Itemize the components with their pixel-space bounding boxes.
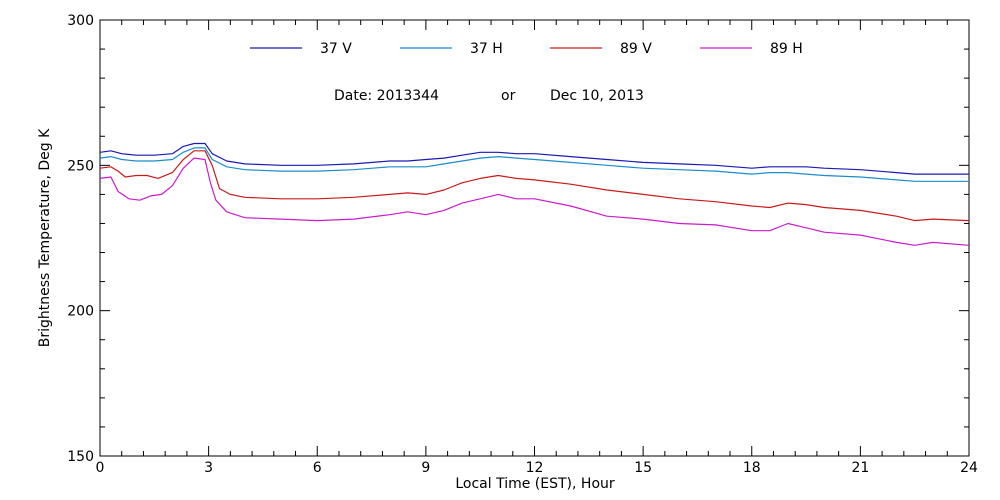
series-line-89h (99, 157, 970, 246)
x-tick-label: 21 (851, 460, 869, 476)
x-tick-label: 6 (313, 460, 322, 476)
x-axis-ticks: 0 3 6 9 12 15 18 21 24 (96, 20, 978, 476)
x-tick-label: 15 (634, 460, 652, 476)
y-tick-label: 200 (67, 304, 94, 320)
series-line-37h (99, 147, 969, 182)
date-label: Date: 2013344 (334, 88, 439, 104)
y-axis-ticks: 150 200 250 300 (67, 13, 969, 465)
x-tick-label: 18 (743, 460, 761, 476)
x-tick-label: 12 (526, 460, 544, 476)
series-line-89v (99, 150, 970, 222)
x-tick-label: 0 (96, 460, 105, 476)
legend-label-37v: 37 V (320, 41, 352, 57)
date-annotation: Date: 2013344 or Dec 10, 2013 (334, 88, 644, 104)
legend-label-37h: 37 H (470, 41, 503, 57)
legend-label-89v: 89 V (620, 41, 652, 57)
date-or-label: or (501, 88, 516, 104)
x-tick-label: 24 (960, 460, 978, 476)
y-tick-label: 300 (67, 13, 94, 29)
x-axis-title: Local Time (EST), Hour (455, 476, 615, 492)
y-tick-label: 150 (67, 449, 94, 465)
x-tick-label: 3 (204, 460, 213, 476)
series-lines (99, 142, 970, 246)
y-tick-label: 250 (67, 158, 94, 174)
legend-label-89h: 89 H (770, 41, 803, 57)
legend: 37 V 37 H 89 V 89 H (250, 41, 803, 57)
x-tick-label: 9 (421, 460, 430, 476)
y-axis-title: Brightness Temperature, Deg K (37, 128, 53, 347)
series-line-37v (99, 142, 969, 175)
date-text: Dec 10, 2013 (550, 88, 644, 104)
